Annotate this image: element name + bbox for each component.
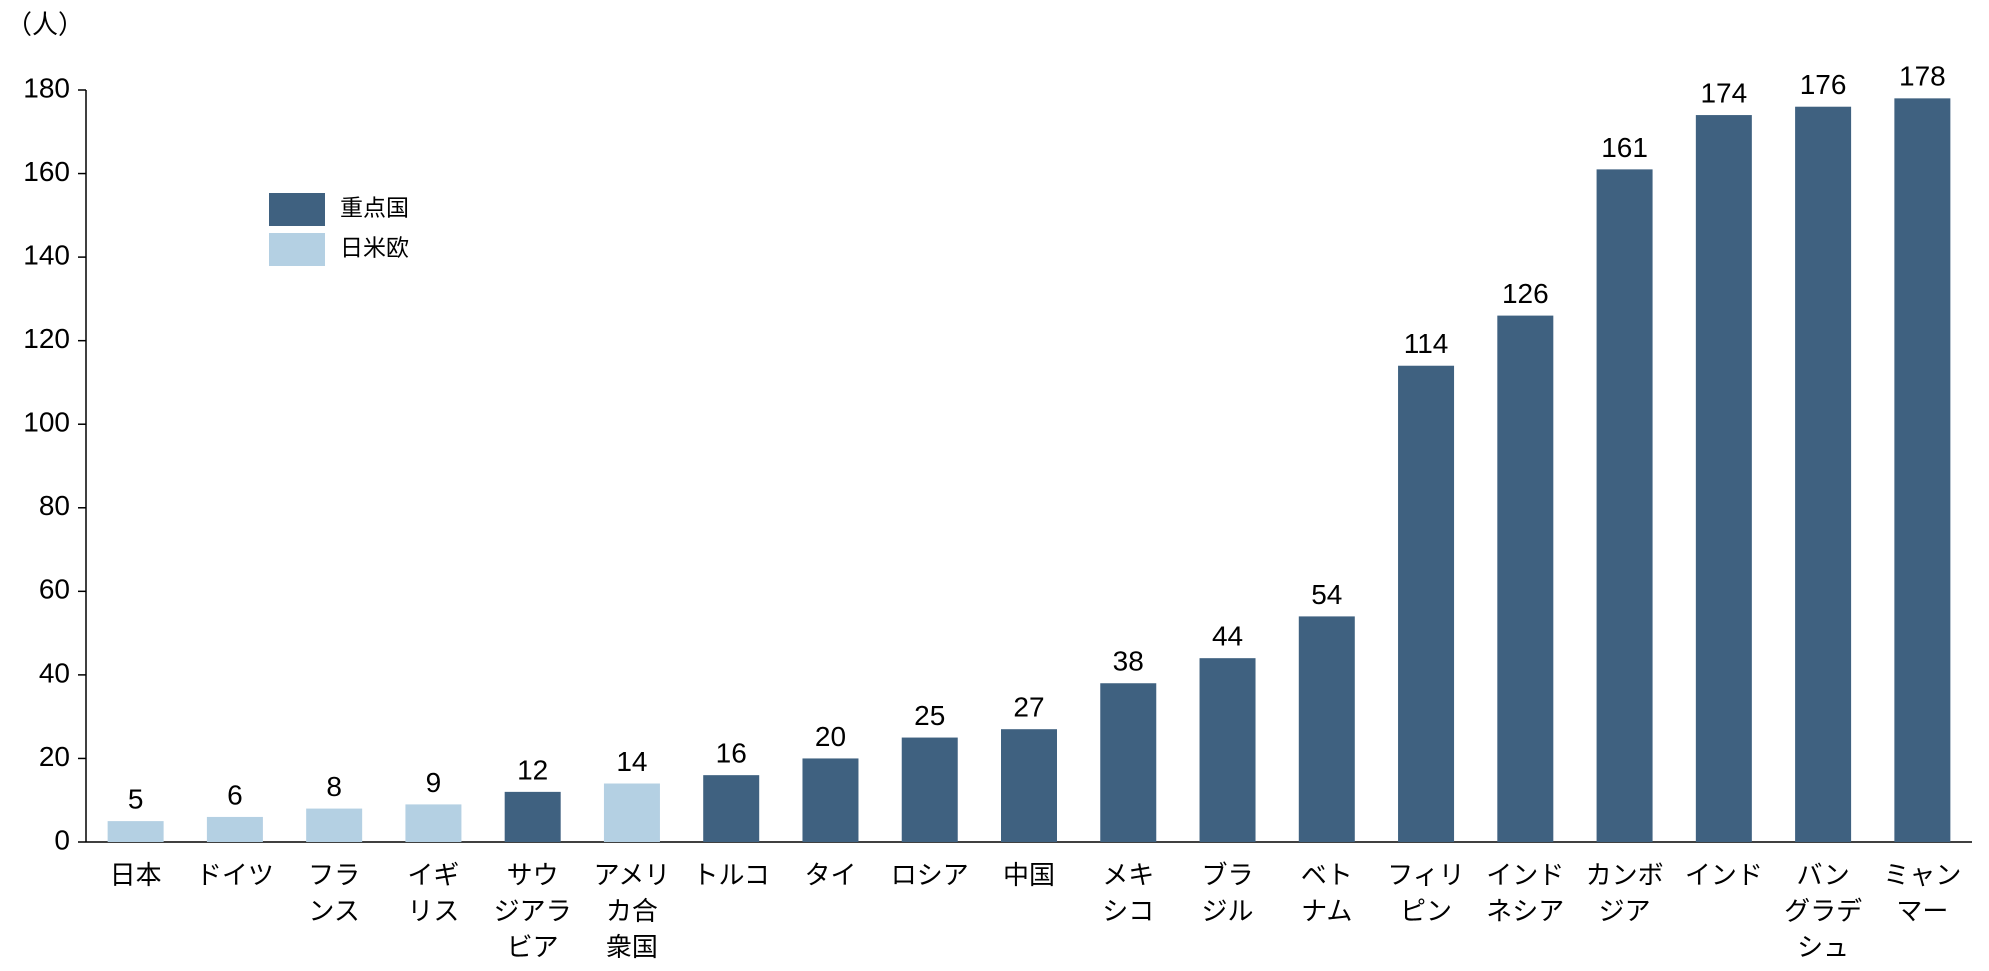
y-tick-label: 0 xyxy=(54,824,70,855)
x-tick-label: ブラ ジル xyxy=(1201,861,1254,927)
y-tick-label: 40 xyxy=(39,657,70,688)
value-label: 16 xyxy=(716,738,747,769)
value-label: 5 xyxy=(128,784,144,815)
y-tick-label: 100 xyxy=(23,407,70,438)
value-label: 12 xyxy=(517,754,548,785)
value-label: 126 xyxy=(1502,278,1549,309)
x-tick-label: ロシア xyxy=(890,861,969,891)
value-label: 176 xyxy=(1800,69,1847,100)
y-tick-label: 60 xyxy=(39,574,70,605)
bar xyxy=(1497,315,1554,843)
bar xyxy=(603,783,660,842)
x-tick-label: インド ネシア xyxy=(1486,861,1565,927)
value-label: 54 xyxy=(1311,579,1342,610)
y-tick-label: 180 xyxy=(23,72,70,103)
bar xyxy=(901,737,958,842)
bar xyxy=(1001,729,1057,842)
x-tick-label: ミャン マー xyxy=(1883,861,1962,927)
value-label: 6 xyxy=(227,779,243,810)
bar xyxy=(1298,616,1355,842)
value-label: 114 xyxy=(1404,328,1449,359)
value-label: 161 xyxy=(1601,132,1648,163)
bar xyxy=(1199,658,1256,842)
value-label: 38 xyxy=(1113,646,1144,677)
y-tick-label: 80 xyxy=(39,490,70,521)
legend-label: 日米欧 xyxy=(340,236,409,262)
x-tick-label: メキ シコ xyxy=(1102,861,1155,927)
value-label: 44 xyxy=(1212,621,1243,652)
unit-label: （人） xyxy=(6,11,84,41)
bar xyxy=(1398,365,1455,842)
y-tick-label: 120 xyxy=(23,323,70,354)
value-label: 178 xyxy=(1899,61,1946,92)
value-label: 8 xyxy=(326,771,342,802)
y-tick-label: 140 xyxy=(23,240,70,271)
value-label: 27 xyxy=(1013,692,1044,723)
x-tick-label: インド xyxy=(1684,861,1763,891)
bar xyxy=(703,775,760,842)
bar xyxy=(1100,683,1157,842)
bar xyxy=(206,816,263,842)
x-tick-label: イギ リス xyxy=(407,861,460,927)
bar xyxy=(306,808,363,842)
x-tick-label: サウ ジアラ ビア xyxy=(493,861,572,963)
y-tick-label: 20 xyxy=(39,741,70,772)
bar xyxy=(107,821,164,842)
legend-swatch xyxy=(269,193,325,226)
x-tick-label: ベト ナム xyxy=(1300,861,1353,927)
bar xyxy=(1795,106,1852,842)
legend-swatch xyxy=(269,233,325,266)
legend-label: 重点国 xyxy=(340,196,409,222)
x-tick-label: フラ ンス xyxy=(308,861,361,927)
value-label: 174 xyxy=(1700,77,1747,108)
bar xyxy=(504,791,561,842)
bar xyxy=(1596,169,1653,842)
bar xyxy=(1695,115,1752,843)
x-tick-label: 日本 xyxy=(109,861,162,891)
x-tick-label: タイ xyxy=(804,861,857,891)
x-tick-label: フィリ ピン xyxy=(1387,861,1465,927)
value-label: 20 xyxy=(815,721,846,752)
x-tick-label: ドイツ xyxy=(195,861,274,891)
bar xyxy=(405,804,462,842)
value-label: 14 xyxy=(616,746,647,777)
bar xyxy=(802,758,859,842)
x-tick-label: アメリ カ合 衆国 xyxy=(593,861,671,963)
y-tick-label: 160 xyxy=(23,156,70,187)
x-tick-label: トルコ xyxy=(692,861,770,891)
x-tick-label: 中国 xyxy=(1002,861,1055,891)
value-label: 9 xyxy=(426,767,442,798)
value-label: 25 xyxy=(914,700,945,731)
bar xyxy=(1894,98,1951,843)
x-tick-label: カンボ ジア xyxy=(1585,861,1664,927)
x-tick-label: バン グラデ シュ xyxy=(1784,861,1863,963)
